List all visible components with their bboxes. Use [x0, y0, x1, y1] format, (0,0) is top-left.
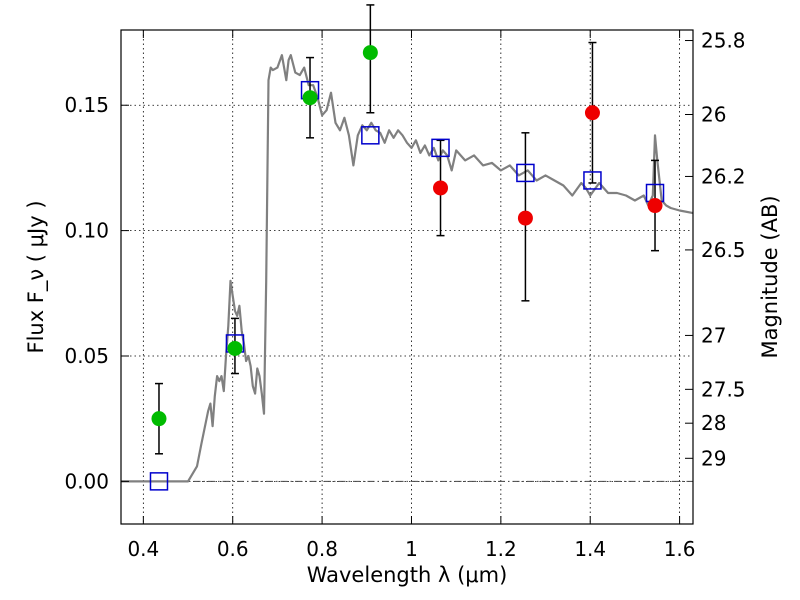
grid [121, 30, 693, 524]
y-axis-label: Flux F_ν ( μJy ) [24, 200, 49, 353]
right-axis-label: Magnitude (AB) [758, 195, 782, 358]
right-tick-label: 28 [701, 411, 726, 435]
right-tick-label: 26 [701, 103, 726, 127]
right-tick-label: 27.5 [701, 377, 746, 401]
red-data-point [517, 210, 533, 226]
right-tick-label: 25.8 [701, 29, 746, 53]
red-data-point [584, 105, 600, 121]
plot-frame [120, 29, 694, 525]
green-data-point [302, 90, 318, 106]
x-tick-label: 0.6 [217, 537, 249, 561]
y-tick-label: 0.15 [64, 93, 109, 117]
model-square-marker [361, 126, 380, 145]
model-square-marker [516, 163, 535, 183]
y-tick-label: 0.10 [64, 219, 109, 243]
right-tick-label: 26.2 [701, 164, 746, 188]
red-data-point [433, 180, 449, 196]
errorbar-layer [154, 4, 660, 455]
y-tick-label: 0.05 [64, 344, 109, 368]
red-data-point [647, 198, 663, 214]
right-tick-label: 29 [701, 446, 726, 470]
model-square-marker [149, 472, 169, 491]
model-sed-curve [121, 54, 694, 483]
x-tick-label: 1.2 [485, 537, 517, 561]
axis-ticks: 0.4 0.6 0.8 1 1.2 1.4 1.6 0.00 0.05 0.10 0.15 25.8 2… [64, 29, 745, 561]
model-square-marker [583, 171, 602, 190]
y-tick-label: 0.00 [64, 469, 109, 493]
green-data-point [362, 45, 378, 61]
x-tick-label: 0.8 [306, 537, 338, 561]
x-tick-label: 1.6 [664, 537, 696, 561]
x-tick-label: 1.4 [574, 537, 606, 561]
right-tick-label: 26.5 [701, 238, 746, 262]
model-sed-layer [121, 54, 694, 483]
x-axis-label: Wavelength λ (μm) [307, 563, 508, 587]
green-data-point [151, 411, 167, 427]
x-tick-label: 0.4 [127, 537, 159, 561]
right-tick-label: 27 [701, 323, 726, 347]
green-data-point [227, 340, 243, 356]
model-square-marker [431, 138, 450, 158]
x-tick-label: 1 [405, 537, 418, 561]
observed-points [151, 45, 663, 427]
